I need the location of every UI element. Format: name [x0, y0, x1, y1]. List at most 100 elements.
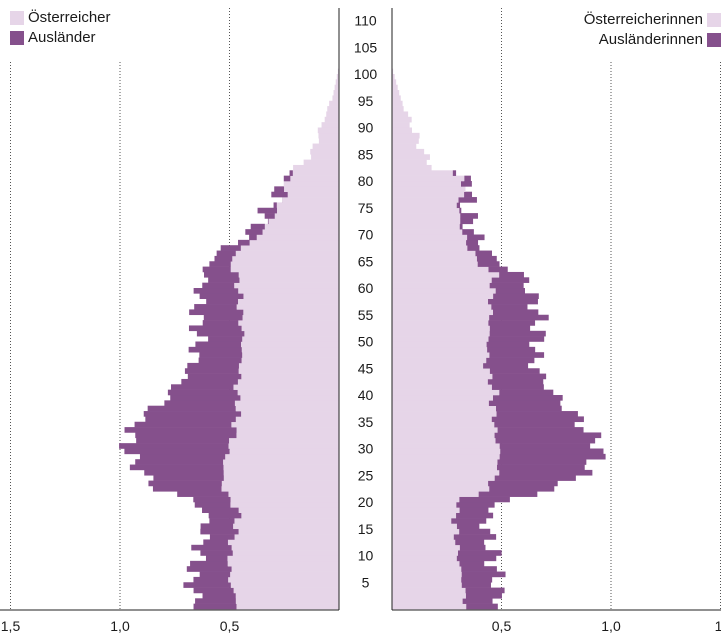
bar-female-austrian	[392, 143, 417, 150]
bar-male-austrian	[238, 362, 339, 369]
bar-male-foreign	[195, 598, 236, 604]
bar-male-austrian	[236, 603, 339, 610]
bar-female-foreign	[496, 411, 578, 417]
bar-male-foreign	[273, 202, 277, 209]
age-tick-label: 90	[358, 120, 374, 136]
bar-female-foreign	[456, 512, 494, 519]
bar-female-foreign	[489, 325, 531, 332]
bar-female-foreign	[489, 330, 546, 337]
age-tick-label: 110	[354, 13, 377, 29]
bar-female-austrian	[392, 122, 410, 128]
age-tick-label: 75	[358, 200, 374, 216]
age-tick-label: 50	[358, 334, 374, 350]
bar-female-austrian	[392, 469, 500, 476]
bar-male-austrian	[227, 560, 339, 567]
bar-female-austrian	[392, 229, 463, 235]
bar-female-austrian	[392, 378, 488, 385]
age-tick-label: 65	[358, 253, 374, 269]
bar-male-austrian	[235, 405, 339, 412]
bar-female-foreign	[493, 293, 539, 299]
bar-female-foreign	[460, 181, 472, 187]
bar-female-austrian	[392, 582, 462, 588]
bar-male-austrian	[234, 400, 339, 406]
bar-male-austrian	[262, 229, 339, 235]
bar-female-austrian	[392, 480, 489, 487]
bar-male-austrian	[311, 154, 339, 160]
age-tick-label: 70	[358, 227, 374, 243]
bar-male-austrian	[242, 336, 339, 342]
bar-male-foreign	[129, 464, 224, 471]
bar-male-foreign	[193, 603, 237, 610]
bar-male-austrian	[333, 90, 339, 96]
bar-female-austrian	[392, 202, 457, 209]
legend-swatch-foreign	[707, 33, 721, 47]
legend-label: Ausländerinnen	[598, 31, 703, 48]
bar-female-austrian	[392, 330, 490, 337]
bar-female-foreign	[488, 320, 536, 326]
bar-male-foreign	[208, 512, 242, 519]
bar-male-austrian	[236, 427, 339, 433]
bar-male-austrian	[236, 432, 339, 439]
bar-male-austrian	[268, 218, 339, 225]
bar-female-austrian	[392, 250, 476, 257]
bar-female-foreign	[459, 223, 463, 230]
bar-male-austrian	[240, 245, 339, 251]
bar-male-austrian	[230, 571, 339, 578]
bar-male-austrian	[329, 100, 339, 107]
age-tick-label: 5	[362, 574, 370, 590]
bar-male-austrian	[243, 309, 339, 316]
bar-female-foreign	[497, 427, 584, 433]
bar-male-austrian	[332, 95, 339, 102]
bar-male-austrian	[287, 191, 339, 198]
bar-male-austrian	[318, 132, 339, 139]
bar-male-austrian	[233, 384, 339, 390]
bar-female-austrian	[392, 325, 490, 332]
bar-female-austrian	[392, 587, 466, 594]
bar-male-austrian	[238, 288, 339, 294]
bar-female-austrian	[392, 95, 401, 102]
bar-female-austrian	[392, 132, 420, 139]
bar-male-austrian	[223, 459, 339, 465]
bar-male-austrian	[238, 320, 339, 326]
bar-female-austrian	[392, 421, 495, 428]
bar-male-foreign	[195, 341, 242, 348]
bar-female-foreign	[488, 336, 545, 342]
bar-male-austrian	[237, 389, 339, 396]
bar-male-austrian	[232, 255, 339, 262]
bar-male-foreign	[271, 191, 288, 198]
bar-male-austrian	[277, 207, 339, 214]
bar-male-foreign	[153, 475, 224, 481]
bar-male-foreign	[190, 560, 228, 567]
bar-female-foreign	[456, 202, 461, 209]
bar-male-foreign	[203, 539, 228, 546]
bar-male-foreign	[193, 496, 231, 503]
bar-male-austrian	[244, 330, 339, 337]
bar-male-foreign	[148, 480, 222, 487]
bar-female-austrian	[392, 100, 403, 107]
axes	[0, 8, 721, 611]
bar-male-austrian	[249, 239, 339, 246]
bar-female-foreign	[492, 395, 563, 401]
bar-male-foreign	[144, 469, 224, 476]
x-tick-label-right: 1,0	[601, 618, 621, 634]
bar-female-austrian	[392, 68, 394, 75]
bar-female-foreign	[496, 464, 585, 471]
age-tick-label: 40	[358, 387, 374, 403]
bar-female-austrian	[392, 148, 425, 155]
bar-female-foreign	[459, 496, 510, 503]
bar-female-foreign	[459, 207, 462, 214]
bar-female-austrian	[392, 282, 490, 289]
bar-male-foreign	[139, 453, 226, 460]
bar-male-austrian	[223, 469, 339, 476]
bar-female-foreign	[462, 229, 474, 235]
bar-male-foreign	[183, 582, 231, 588]
bar-male-foreign	[199, 293, 244, 299]
bar-male-austrian	[231, 421, 339, 428]
bar-female-foreign	[466, 603, 498, 610]
bar-female-foreign	[459, 544, 486, 551]
bar-male-austrian	[240, 395, 339, 401]
bar-male-foreign	[200, 523, 234, 530]
age-tick-label: 60	[358, 280, 374, 296]
bar-male-foreign	[188, 325, 242, 332]
bar-female-foreign	[467, 234, 485, 241]
